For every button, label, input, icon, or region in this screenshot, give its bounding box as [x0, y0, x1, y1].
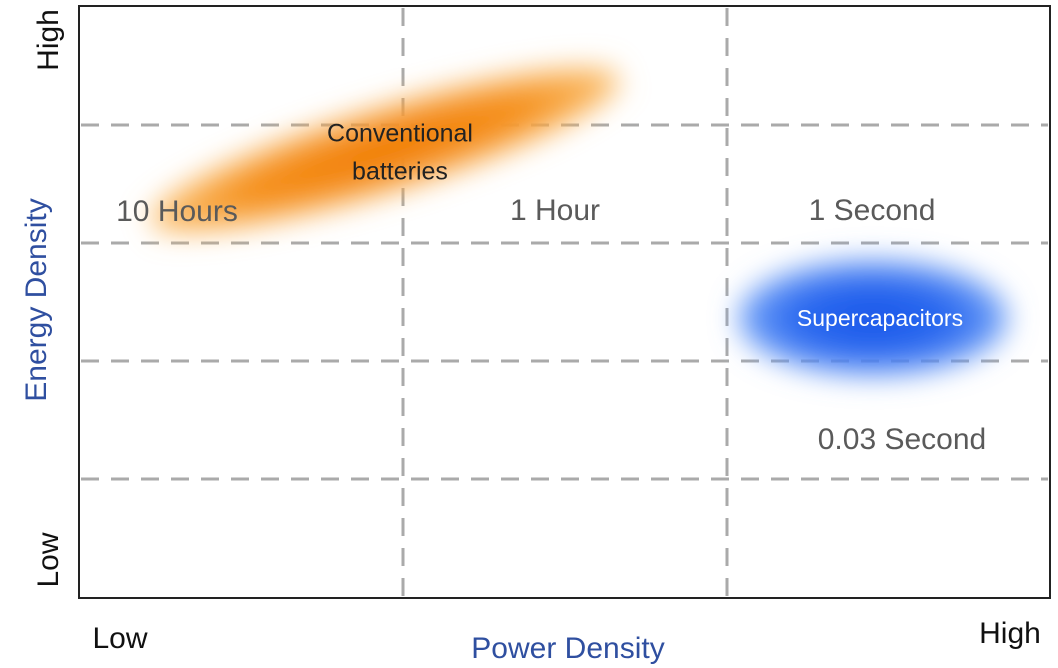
y-high: High — [32, 9, 65, 71]
y-title: Energy Density — [20, 198, 53, 401]
x-title: Power Density — [471, 632, 664, 665]
region-label: Conventional — [327, 120, 473, 148]
plot-frame — [78, 5, 1051, 599]
supercap-region — [738, 260, 1008, 376]
battery-region — [150, 67, 620, 233]
x-high: High — [979, 617, 1041, 650]
time-label: 0.03 Second — [818, 423, 986, 456]
region-label: batteries — [352, 158, 448, 186]
time-label: 1 Second — [809, 194, 936, 227]
y-low: Low — [32, 532, 65, 587]
x-low: Low — [92, 622, 147, 655]
time-label: 1 Hour — [510, 194, 600, 227]
region-label: Supercapacitors — [797, 305, 963, 331]
time-label: 10 Hours — [116, 195, 238, 228]
